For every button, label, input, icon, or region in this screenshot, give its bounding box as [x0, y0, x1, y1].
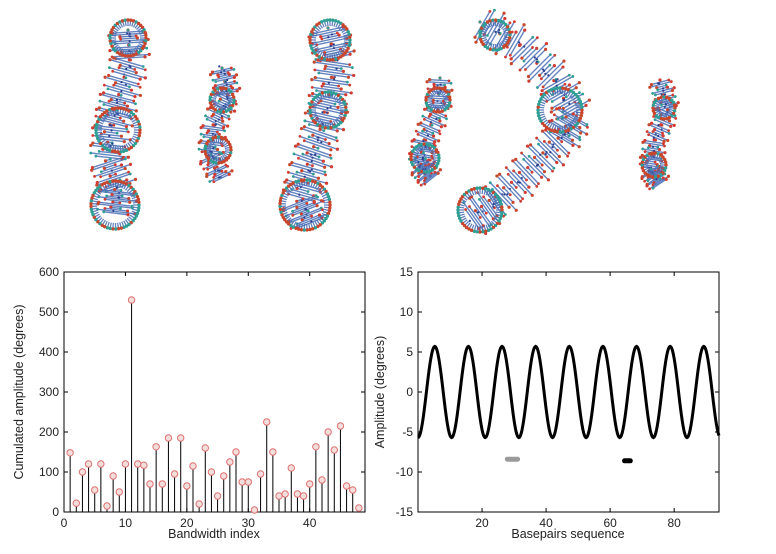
x-tick-label: 40: [303, 516, 317, 530]
line-chart-xlabel: Basepairs sequence: [511, 527, 624, 541]
dna-structure: [456, 8, 591, 236]
line-chart-frame: [417, 271, 720, 513]
stem-marker: [127, 296, 136, 304]
stem-marker: [226, 458, 234, 466]
y-tick-label: 15: [400, 265, 414, 279]
dna-structure: [278, 18, 356, 232]
dna-structure: [197, 65, 242, 184]
y-tick-label: 500: [39, 305, 59, 319]
molecule-illustrations: [89, 8, 680, 236]
x-tick-label: 40: [539, 516, 553, 530]
stem-marker: [213, 492, 222, 500]
stem-marker: [349, 486, 357, 494]
x-tick-label: 10: [119, 516, 133, 530]
stem-marker: [146, 480, 154, 488]
amplitude-curve: [417, 344, 721, 440]
stem-marker: [170, 470, 179, 478]
stem-marker: [330, 446, 338, 454]
stem-marker: [207, 468, 216, 476]
stem-marker: [220, 472, 228, 480]
stem-marker: [91, 486, 99, 494]
stem-marker: [275, 492, 283, 500]
y-tick-label: -5: [402, 425, 413, 439]
stem-marker: [84, 460, 93, 468]
stem-marker: [287, 464, 295, 472]
stem-marker: [121, 460, 130, 468]
stem-marker: [318, 476, 326, 484]
x-tick-label: 0: [61, 516, 68, 530]
stem-chart-ylabel: Cumulated amplitude (degrees): [12, 304, 26, 479]
y-tick-label: -10: [396, 465, 414, 479]
y-tick-label: 0: [406, 385, 413, 399]
stem-marker: [250, 506, 259, 514]
stem-marker: [355, 504, 363, 512]
stem-chart: 0 100 200 300 400 500 600 0 10 20 30 40 Bandwidth …: [12, 265, 366, 541]
stem-marker: [164, 434, 173, 442]
stem-marker: [244, 478, 252, 486]
stem-marker: [177, 434, 185, 442]
y-tick-label: 400: [39, 345, 59, 359]
stem-marker: [342, 482, 351, 490]
y-tick-label: 100: [39, 465, 59, 479]
stem-marker: [336, 422, 345, 430]
stem-chart-frame: [63, 271, 366, 513]
dna-structure: [407, 76, 454, 187]
stem-marker: [152, 443, 160, 451]
stem-marker: [306, 480, 314, 488]
stem-marker: [324, 428, 332, 436]
stem-marker: [140, 461, 148, 469]
stem-marker: [281, 490, 289, 498]
y-tick-label: 10: [400, 305, 414, 319]
y-tick-label: 300: [39, 385, 59, 399]
stem-marker: [78, 468, 87, 476]
line-chart-y-axis: -15 -10 -5 0 5 10 15: [396, 265, 719, 519]
stem-marker: [269, 448, 277, 456]
line-chart: -15 -10 -5 0 5 10 15 20 40 60 80 Basepairs sequen…: [373, 265, 721, 541]
line-chart-marks: [417, 344, 721, 464]
stem-marker: [183, 482, 191, 490]
stem-marker: [103, 502, 111, 510]
stem-marker: [66, 449, 74, 457]
stem-marker: [263, 418, 271, 426]
x-tick-label: 20: [180, 516, 194, 530]
stem-marker: [189, 462, 197, 470]
stem-marker: [158, 480, 166, 488]
dna-structure: [89, 18, 151, 231]
stem-marker: [195, 500, 203, 508]
stem-marker: [115, 488, 123, 496]
x-tick-label: 80: [667, 516, 681, 530]
stem-marker: [232, 448, 240, 456]
stem-marker: [109, 472, 117, 480]
y-tick-label: 200: [39, 425, 59, 439]
stem-chart-marks: [66, 296, 363, 514]
stem-chart-x-axis: 0 10 20 30 40: [61, 272, 317, 530]
dna-structure: [638, 78, 680, 191]
y-tick-label: -15: [396, 505, 414, 519]
y-tick-label: 600: [39, 265, 59, 279]
stem-marker: [238, 478, 246, 486]
stem-marker: [134, 460, 142, 468]
stem-marker: [201, 444, 209, 452]
x-tick-label: 60: [603, 516, 617, 530]
stem-chart-xlabel: Bandwidth index: [168, 527, 260, 541]
stem-marker: [312, 443, 320, 451]
line-chart-x-axis: 20 40 60 80: [475, 272, 681, 530]
y-tick-label: 5: [406, 345, 413, 359]
stem-marker: [72, 499, 80, 507]
y-tick-label: 0: [52, 505, 59, 519]
stem-marker: [293, 490, 302, 498]
stem-marker: [299, 492, 308, 500]
stem-marker: [97, 460, 105, 468]
stem-marker: [256, 470, 265, 478]
line-chart-ylabel: Amplitude (degrees): [373, 336, 387, 449]
x-tick-label: 20: [475, 516, 489, 530]
x-tick-label: 30: [242, 516, 256, 530]
stem-chart-y-axis: 0 100 200 300 400 500 600: [39, 265, 365, 519]
